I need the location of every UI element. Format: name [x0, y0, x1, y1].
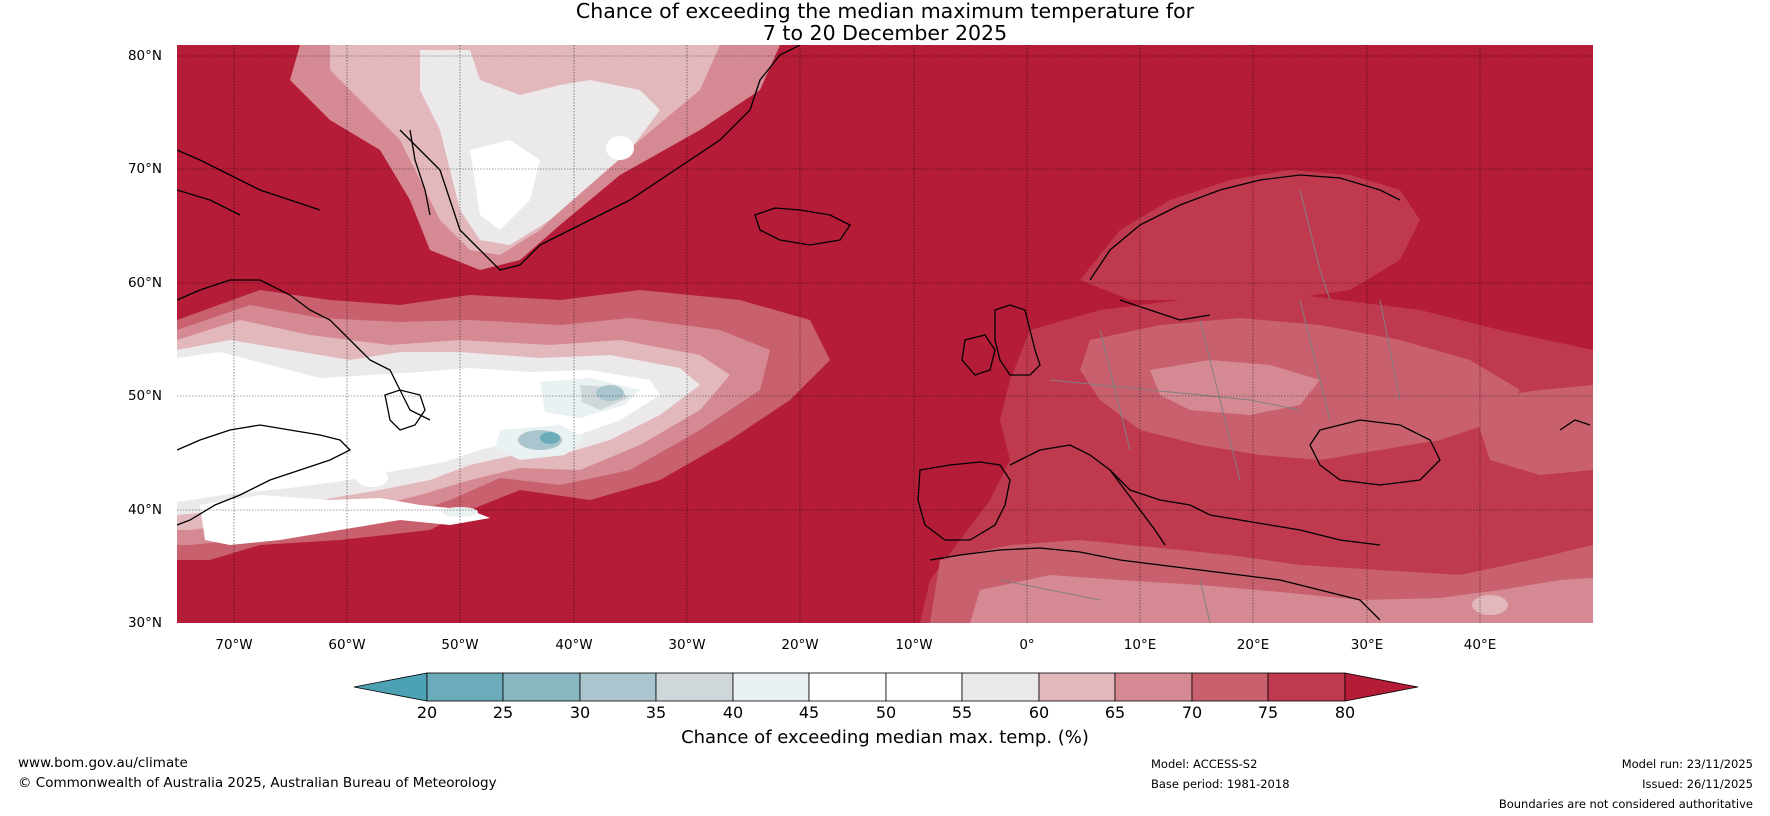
colorbar-segment-20-25 — [426, 672, 504, 702]
lon-label-30w: 30°W — [668, 637, 706, 653]
lat-label-80n: 80°N — [127, 48, 162, 64]
country-borders — [999, 189, 1401, 623]
region-north-africa-65-70 — [970, 575, 1593, 623]
colorbar-tick-65: 65 — [1104, 703, 1126, 722]
lon-label-0: 0° — [1019, 637, 1035, 653]
colorbar-segment-25-30 — [502, 672, 581, 702]
lon-label-70w: 70°W — [215, 637, 253, 653]
colorbar-segment-75-80 — [1267, 672, 1346, 702]
region-cool-south-20-25 — [540, 432, 560, 444]
colorbar-label: Chance of exceeding median max. temp. (%… — [681, 727, 1089, 748]
colorbar-tick-30: 30 — [569, 703, 591, 722]
colorbar-segment-70-75 — [1191, 672, 1269, 702]
region-labrador-white — [177, 352, 660, 502]
footer-website: www.bom.gov.au/climate — [18, 755, 188, 771]
coastline-baffin — [177, 149, 321, 216]
coastline-mediterranean — [1009, 444, 1381, 546]
border-europe-5 — [1379, 299, 1401, 401]
colorbar-segment-40-45 — [732, 672, 810, 702]
coastline-uk — [994, 304, 1041, 376]
footer-copyright: © Commonwealth of Australia 2025, Austra… — [18, 775, 497, 791]
coastline-greenland — [399, 45, 801, 271]
footer-model: Model: ACCESS-S2 — [1151, 757, 1258, 771]
colorbar-tick-20: 20 — [416, 703, 438, 722]
border-europe-3 — [1199, 319, 1241, 481]
region-middle-east-pale-patch — [1472, 595, 1508, 615]
lon-label-40w: 40°W — [555, 637, 593, 653]
colorbar-segment-50-55 — [885, 672, 963, 702]
colorbar-segment-35-40 — [655, 672, 734, 702]
lat-label-40n: 40°N — [127, 502, 162, 518]
region-east-europe-65-70 — [1150, 360, 1320, 415]
map-plot — [177, 45, 1593, 623]
coastline-iberia — [917, 461, 1011, 541]
colorbar-segment-below-20 — [353, 672, 428, 702]
colorbar-tick-60: 60 — [1028, 703, 1050, 722]
region-greenland-50-55 — [606, 136, 634, 160]
region-greenland-white — [470, 140, 540, 230]
lat-label-70n: 70°N — [127, 161, 162, 177]
colorbar-tick-35: 35 — [645, 703, 667, 722]
region-nova-scotia-white — [200, 495, 490, 545]
chart-title-line-1: Chance of exceeding the median maximum t… — [575, 0, 1195, 23]
lon-label-30e: 30°E — [1350, 637, 1384, 653]
chart-title-line-2: 7 to 20 December 2025 — [762, 21, 1008, 45]
border-europe-1 — [1049, 379, 1301, 411]
border-europe-4 — [1299, 299, 1331, 421]
region-cool-30-35 — [596, 385, 624, 401]
coastline-caspian — [1559, 419, 1591, 431]
border-europe-2 — [1099, 329, 1131, 451]
colorbar-segment-65-70 — [1114, 672, 1193, 702]
colorbar-tick-40: 40 — [722, 703, 744, 722]
lon-label-10e: 10°E — [1123, 637, 1157, 653]
colorbar-segment-60-65 — [1038, 672, 1116, 702]
lon-label-40e: 40°E — [1463, 637, 1497, 653]
colorbar-segment-55-60 — [961, 672, 1040, 702]
region-small-cool-patch — [442, 507, 478, 517]
colorbar-segment-45-50 — [808, 672, 887, 702]
lat-label-50n: 50°N — [127, 388, 162, 404]
coastline-iceland — [754, 207, 851, 246]
lon-label-60w: 60°W — [328, 637, 366, 653]
coastline-nova-scotia — [177, 424, 352, 526]
gridlines — [177, 45, 1593, 623]
lat-label-30n: 30°N — [127, 615, 162, 631]
coastline-greenland-east-inlet — [409, 129, 431, 216]
colorbar-tick-50: 50 — [875, 703, 897, 722]
colorbar-tick-25: 25 — [492, 703, 514, 722]
lat-label-60n: 60°N — [127, 275, 162, 291]
colorbar-tick-55: 55 — [951, 703, 973, 722]
lon-label-50w: 50°W — [441, 637, 479, 653]
footer-model-run: Model run: 23/11/2025 — [1621, 757, 1753, 771]
region-small-white-patch — [356, 469, 388, 487]
footer-issued: Issued: 26/11/2025 — [1642, 777, 1753, 791]
region-sw-russia-70-75 — [1470, 385, 1593, 475]
colorbar-tick-45: 45 — [798, 703, 820, 722]
border-africa — [999, 579, 1211, 623]
coastlines — [177, 45, 1591, 621]
coastline-newfoundland — [384, 389, 426, 431]
lon-label-20w: 20°W — [781, 637, 819, 653]
lon-label-20e: 20°E — [1236, 637, 1270, 653]
colorbar-tick-75: 75 — [1257, 703, 1279, 722]
coastline-ireland — [961, 334, 996, 376]
coastline-black-sea — [1309, 419, 1441, 486]
lon-label-10w: 10°W — [895, 637, 933, 653]
coastline-north-africa — [929, 547, 1381, 621]
colorbar-segment-30-35 — [579, 672, 657, 702]
border-scandinavia — [1299, 189, 1331, 301]
coastline-scandinavia — [1089, 174, 1401, 321]
colorbar-tick-80: 80 — [1334, 703, 1356, 722]
region-scandinavia-75-80 — [1080, 170, 1420, 300]
footer-disclaimer: Boundaries are not considered authoritat… — [1498, 797, 1753, 811]
colorbar-tick-70: 70 — [1181, 703, 1203, 722]
colorbar-segment-above-80 — [1344, 672, 1419, 702]
colorbar — [353, 672, 1419, 702]
footer-base-period: Base period: 1981-2018 — [1151, 777, 1290, 791]
